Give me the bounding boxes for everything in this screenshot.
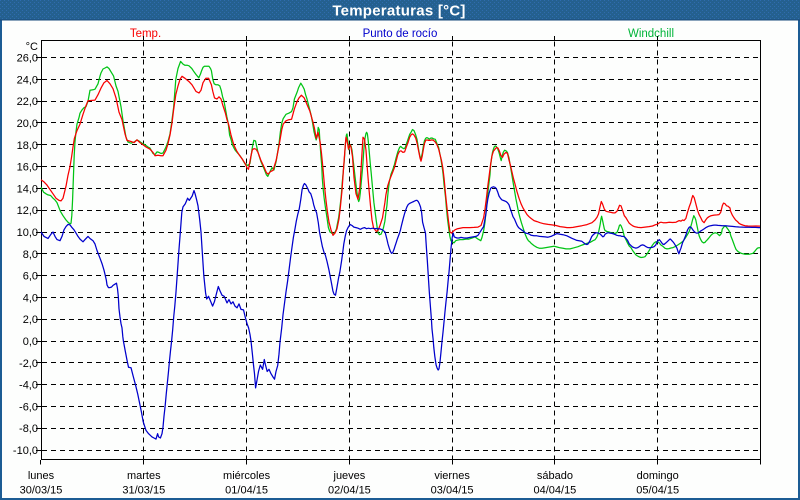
svg-text:Punto de rocío: Punto de rocío — [363, 28, 438, 40]
svg-text:14,0: 14,0 — [17, 183, 38, 195]
svg-text:20,0: 20,0 — [17, 118, 38, 130]
svg-text:02/04/15: 02/04/15 — [328, 485, 371, 497]
svg-text:8,0: 8,0 — [23, 249, 38, 261]
svg-text:-8,0: -8,0 — [19, 423, 38, 435]
svg-text:-4,0: -4,0 — [19, 380, 38, 392]
svg-text:01/04/15: 01/04/15 — [225, 485, 268, 497]
svg-text:jueves: jueves — [333, 470, 366, 482]
svg-text:0,0: 0,0 — [23, 336, 38, 348]
svg-text:miércoles: miércoles — [223, 470, 271, 482]
svg-text:30/03/15: 30/03/15 — [20, 485, 63, 497]
svg-text:26,0: 26,0 — [17, 53, 38, 65]
svg-text:°C: °C — [26, 41, 38, 53]
svg-text:03/04/15: 03/04/15 — [431, 485, 474, 497]
svg-text:18,0: 18,0 — [17, 140, 38, 152]
svg-text:24,0: 24,0 — [17, 74, 38, 86]
svg-text:-6,0: -6,0 — [19, 401, 38, 413]
svg-text:domingo: domingo — [637, 470, 679, 482]
svg-text:22,0: 22,0 — [17, 96, 38, 108]
svg-text:16,0: 16,0 — [17, 162, 38, 174]
svg-text:-2,0: -2,0 — [19, 358, 38, 370]
svg-text:05/04/15: 05/04/15 — [636, 485, 679, 497]
svg-text:-10,0: -10,0 — [13, 445, 38, 457]
svg-text:Temperaturas [°C]: Temperaturas [°C] — [332, 2, 465, 19]
svg-text:Temp.: Temp. — [130, 28, 161, 40]
svg-text:12,0: 12,0 — [17, 205, 38, 217]
svg-text:martes: martes — [127, 470, 161, 482]
svg-text:10,0: 10,0 — [17, 227, 38, 239]
svg-text:viernes: viernes — [434, 470, 470, 482]
svg-text:Windchill: Windchill — [628, 28, 674, 40]
svg-text:04/04/15: 04/04/15 — [533, 485, 576, 497]
svg-text:sábado: sábado — [537, 470, 573, 482]
svg-text:4,0: 4,0 — [23, 292, 38, 304]
svg-text:lunes: lunes — [28, 470, 55, 482]
svg-text:31/03/15: 31/03/15 — [122, 485, 165, 497]
svg-text:6,0: 6,0 — [23, 271, 38, 283]
svg-text:2,0: 2,0 — [23, 314, 38, 326]
